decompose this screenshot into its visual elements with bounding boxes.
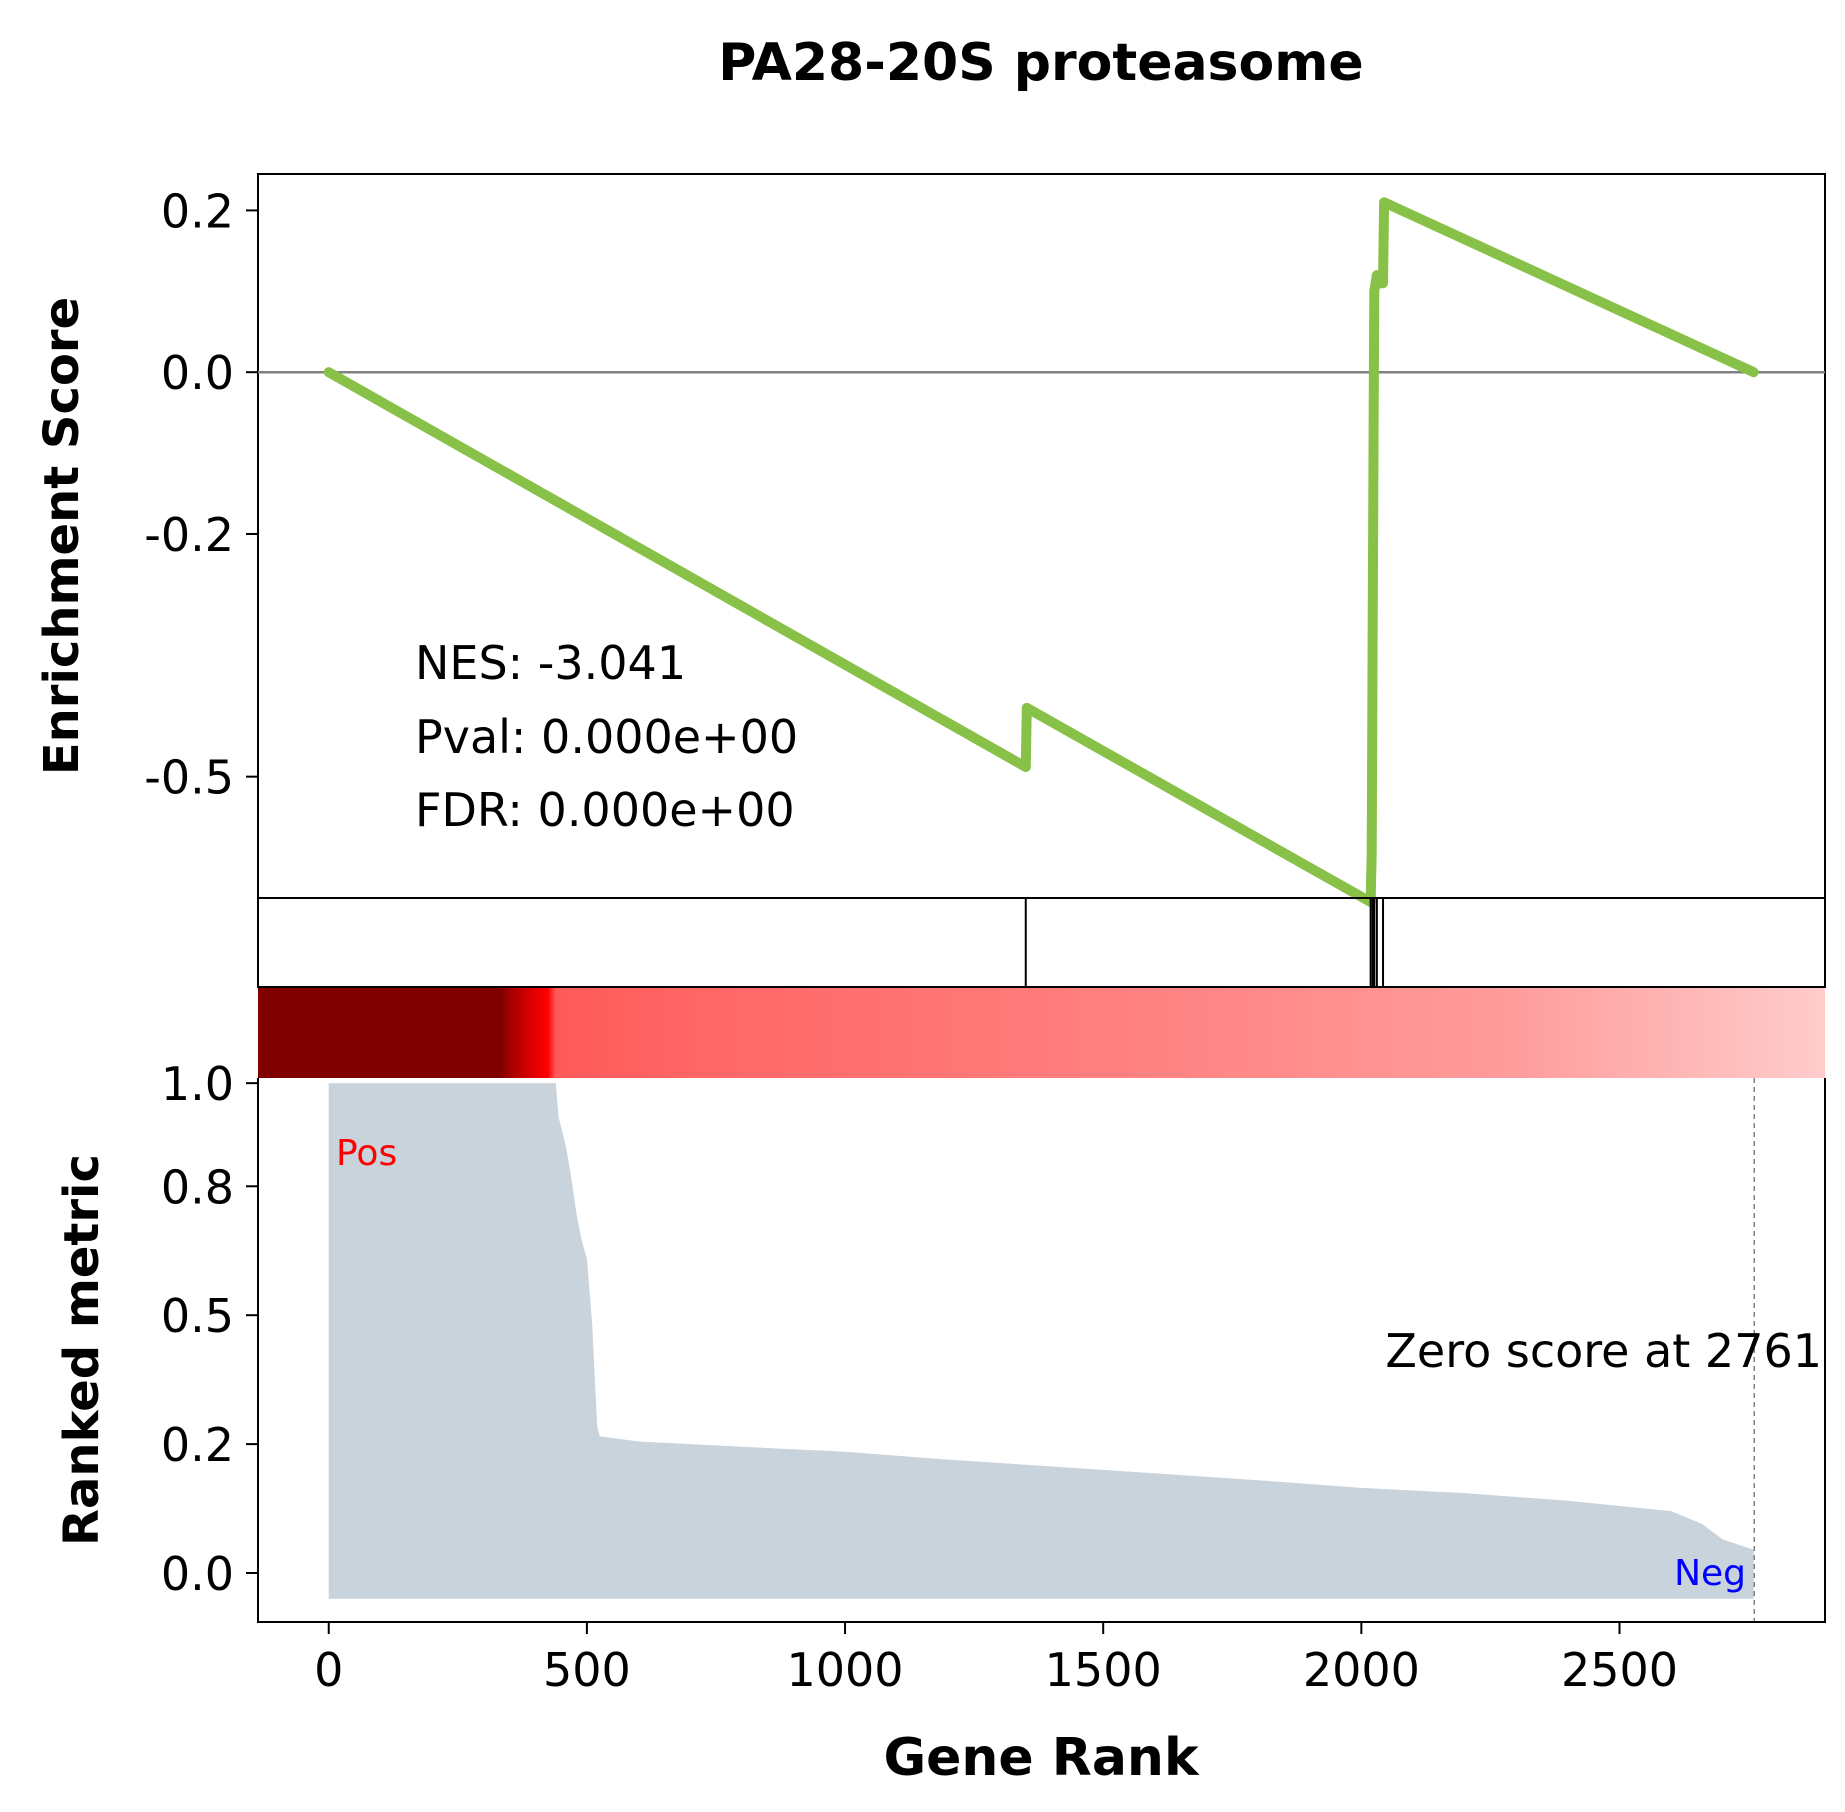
- zero-score-label: Zero score at 2761: [1385, 1324, 1822, 1378]
- metric-y-tick-label: 1.0: [161, 1057, 234, 1111]
- metric-y-tick-label: 0.8: [161, 1160, 234, 1214]
- x-tick-label: 1000: [787, 1643, 904, 1697]
- x-tick-label: 0: [314, 1643, 343, 1697]
- x-tick-label: 1500: [1045, 1643, 1162, 1697]
- es-y-tick-label: 0.0: [161, 346, 234, 400]
- metric-y-tick-label: 0.0: [161, 1547, 234, 1601]
- x-tick-label: 500: [543, 1643, 631, 1697]
- pos-label: Pos: [336, 1133, 397, 1174]
- ranked-metric-area: [328, 1083, 1754, 1599]
- x-tick-label: 2000: [1303, 1643, 1420, 1697]
- nes-annotation: NES: -3.041: [415, 636, 686, 690]
- es-ylabel: Enrichment Score: [34, 297, 90, 775]
- hits-panel-frame: [257, 897, 1826, 988]
- metric-y-tick-label: 0.2: [161, 1418, 234, 1472]
- metric-ylabel: Ranked metric: [54, 1154, 110, 1546]
- pval-annotation: Pval: 0.000e+00: [415, 710, 798, 764]
- x-axis-label: Gene Rank: [883, 1728, 1199, 1788]
- chart-title: PA28-20S proteasome: [718, 33, 1363, 93]
- es-y-tick-label: -0.2: [144, 508, 234, 562]
- metric-panel-frame: [257, 1078, 1826, 1623]
- es-y-tick-label: 0.2: [161, 184, 234, 238]
- x-tick-label: 2500: [1561, 1643, 1678, 1697]
- metric-y-tick-label: 0.5: [161, 1289, 234, 1343]
- fdr-annotation: FDR: 0.000e+00: [415, 783, 795, 837]
- rank-heat-band: [258, 987, 1825, 1078]
- es-y-tick-label: -0.5: [144, 751, 234, 805]
- metric-panel: 1.0 0.8 0.5 0.2 0.0 Pos Neg Zero score at 27…: [54, 1057, 1826, 1623]
- neg-label: Neg: [1674, 1553, 1746, 1594]
- x-axis: 0 500 1000 1500 2000 2500: [314, 1622, 1678, 1697]
- es-panel: 0.2 0.0 -0.2 -0.5 NES: -3.041 Pval: 0.000e+…: [34, 173, 1826, 907]
- hits-panel: [257, 897, 1826, 988]
- enrichment-score-line: [323, 197, 1759, 907]
